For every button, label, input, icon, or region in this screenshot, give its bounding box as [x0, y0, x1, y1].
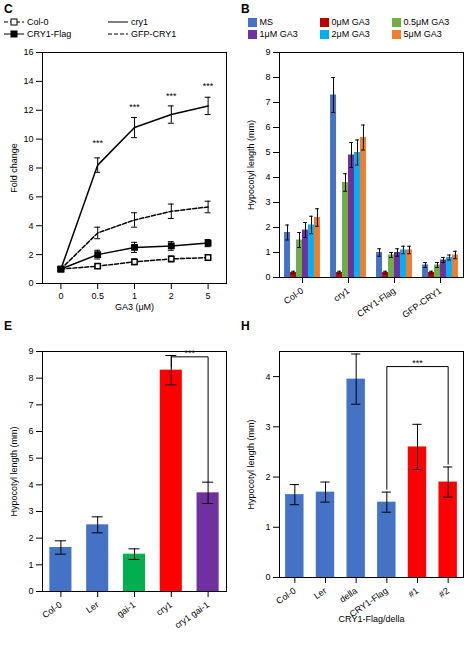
html-text:H: H	[241, 319, 250, 333]
svg-text:0: 0	[58, 291, 63, 301]
svg-text:***: ***	[412, 358, 423, 368]
svg-text:2: 2	[169, 291, 174, 301]
svg-text:3: 3	[265, 197, 270, 207]
svg-text:4: 4	[265, 172, 270, 182]
svg-text:***: ***	[129, 102, 140, 112]
html-text:GFP-CRY1: GFP-CRY1	[131, 29, 177, 39]
svg-text:2: 2	[265, 222, 270, 232]
html-text:E: E	[4, 319, 12, 333]
svg-text:Col-0: Col-0	[282, 286, 305, 307]
svg-text:GFP-CRY1: GFP-CRY1	[400, 286, 443, 320]
svg-text:6: 6	[28, 426, 33, 436]
svg-text:2: 2	[28, 250, 33, 260]
svg-text:Hypocotyl length (mm): Hypocotyl length (mm)	[246, 419, 256, 509]
svg-text:cry1 gai-1: cry1 gai-1	[173, 600, 211, 631]
svg-text:4: 4	[28, 221, 33, 231]
svg-text:9: 9	[265, 47, 270, 57]
svg-text:2: 2	[265, 472, 270, 482]
svg-text:0: 0	[265, 272, 270, 282]
svg-text:1: 1	[265, 522, 270, 532]
svg-text:CRY1-Flag: CRY1-Flag	[347, 585, 390, 620]
svg-text:8: 8	[265, 72, 270, 82]
svg-text:Ler: Ler	[84, 600, 100, 616]
svg-text:gai-1: gai-1	[115, 600, 137, 620]
html-text:CRY1-Flag: CRY1-Flag	[27, 29, 72, 39]
svg-text:***: ***	[92, 138, 103, 148]
html-text:2μM GA3: 2μM GA3	[331, 29, 370, 39]
svg-text:16: 16	[23, 47, 33, 57]
html-text:0μM GA3: 0μM GA3	[331, 17, 370, 27]
svg-text:1: 1	[265, 247, 270, 257]
svg-text:10: 10	[23, 134, 33, 144]
svg-text:Ler: Ler	[312, 586, 328, 602]
html-text:0.5μM GA3: 0.5μM GA3	[403, 17, 450, 27]
svg-text:7: 7	[265, 97, 270, 107]
svg-text:12: 12	[23, 105, 33, 115]
svg-text:cry1: cry1	[332, 286, 352, 304]
svg-text:2: 2	[28, 533, 33, 543]
svg-text:5: 5	[28, 453, 33, 463]
svg-text:3: 3	[265, 422, 270, 432]
svg-text:GA3 (μM): GA3 (μM)	[115, 302, 154, 312]
svg-text:8: 8	[28, 163, 33, 173]
svg-text:1: 1	[28, 560, 33, 570]
svg-text:0.5: 0.5	[91, 291, 104, 301]
svg-text:4: 4	[265, 371, 270, 381]
svg-text:Col-0: Col-0	[40, 600, 63, 621]
svg-text:CRY1-Flag/della: CRY1-Flag/della	[339, 614, 405, 624]
svg-text:14: 14	[23, 76, 33, 86]
svg-text:4: 4	[28, 480, 33, 490]
svg-text:6: 6	[265, 122, 270, 132]
svg-text:0: 0	[28, 278, 33, 288]
svg-text:5: 5	[206, 291, 211, 301]
svg-text:6: 6	[28, 192, 33, 202]
svg-text:Fold change: Fold change	[9, 143, 19, 193]
html-text:C: C	[4, 2, 13, 16]
svg-text:5: 5	[265, 147, 270, 157]
svg-text:***: ***	[166, 91, 177, 101]
html-text:Col-0: Col-0	[27, 17, 49, 27]
html-text:5μM GA3: 5μM GA3	[403, 29, 442, 39]
svg-text:0: 0	[265, 572, 270, 582]
html-text:cry1: cry1	[131, 17, 148, 27]
html-text:1μM GA3: 1μM GA3	[259, 29, 298, 39]
svg-text:cry1: cry1	[154, 600, 174, 618]
svg-text:Hypocotyl length (mm): Hypocotyl length (mm)	[246, 120, 256, 210]
svg-text:della: della	[338, 586, 359, 605]
svg-text:***: ***	[184, 348, 195, 358]
svg-text:#1: #1	[406, 586, 420, 600]
svg-text:CRY1-Flag: CRY1-Flag	[355, 286, 397, 320]
svg-text:3: 3	[28, 506, 33, 516]
svg-text:1: 1	[132, 291, 137, 301]
svg-text:Col-0: Col-0	[274, 586, 297, 607]
svg-text:7: 7	[28, 400, 33, 410]
svg-text:#2: #2	[437, 586, 451, 600]
svg-text:0: 0	[28, 586, 33, 596]
svg-text:***: ***	[203, 81, 214, 91]
svg-text:8: 8	[28, 373, 33, 383]
svg-text:9: 9	[28, 346, 33, 356]
html-text:B: B	[241, 2, 250, 16]
html-text:MS: MS	[259, 17, 273, 27]
svg-text:Hypocotyl length (mm): Hypocotyl length (mm)	[9, 426, 19, 516]
